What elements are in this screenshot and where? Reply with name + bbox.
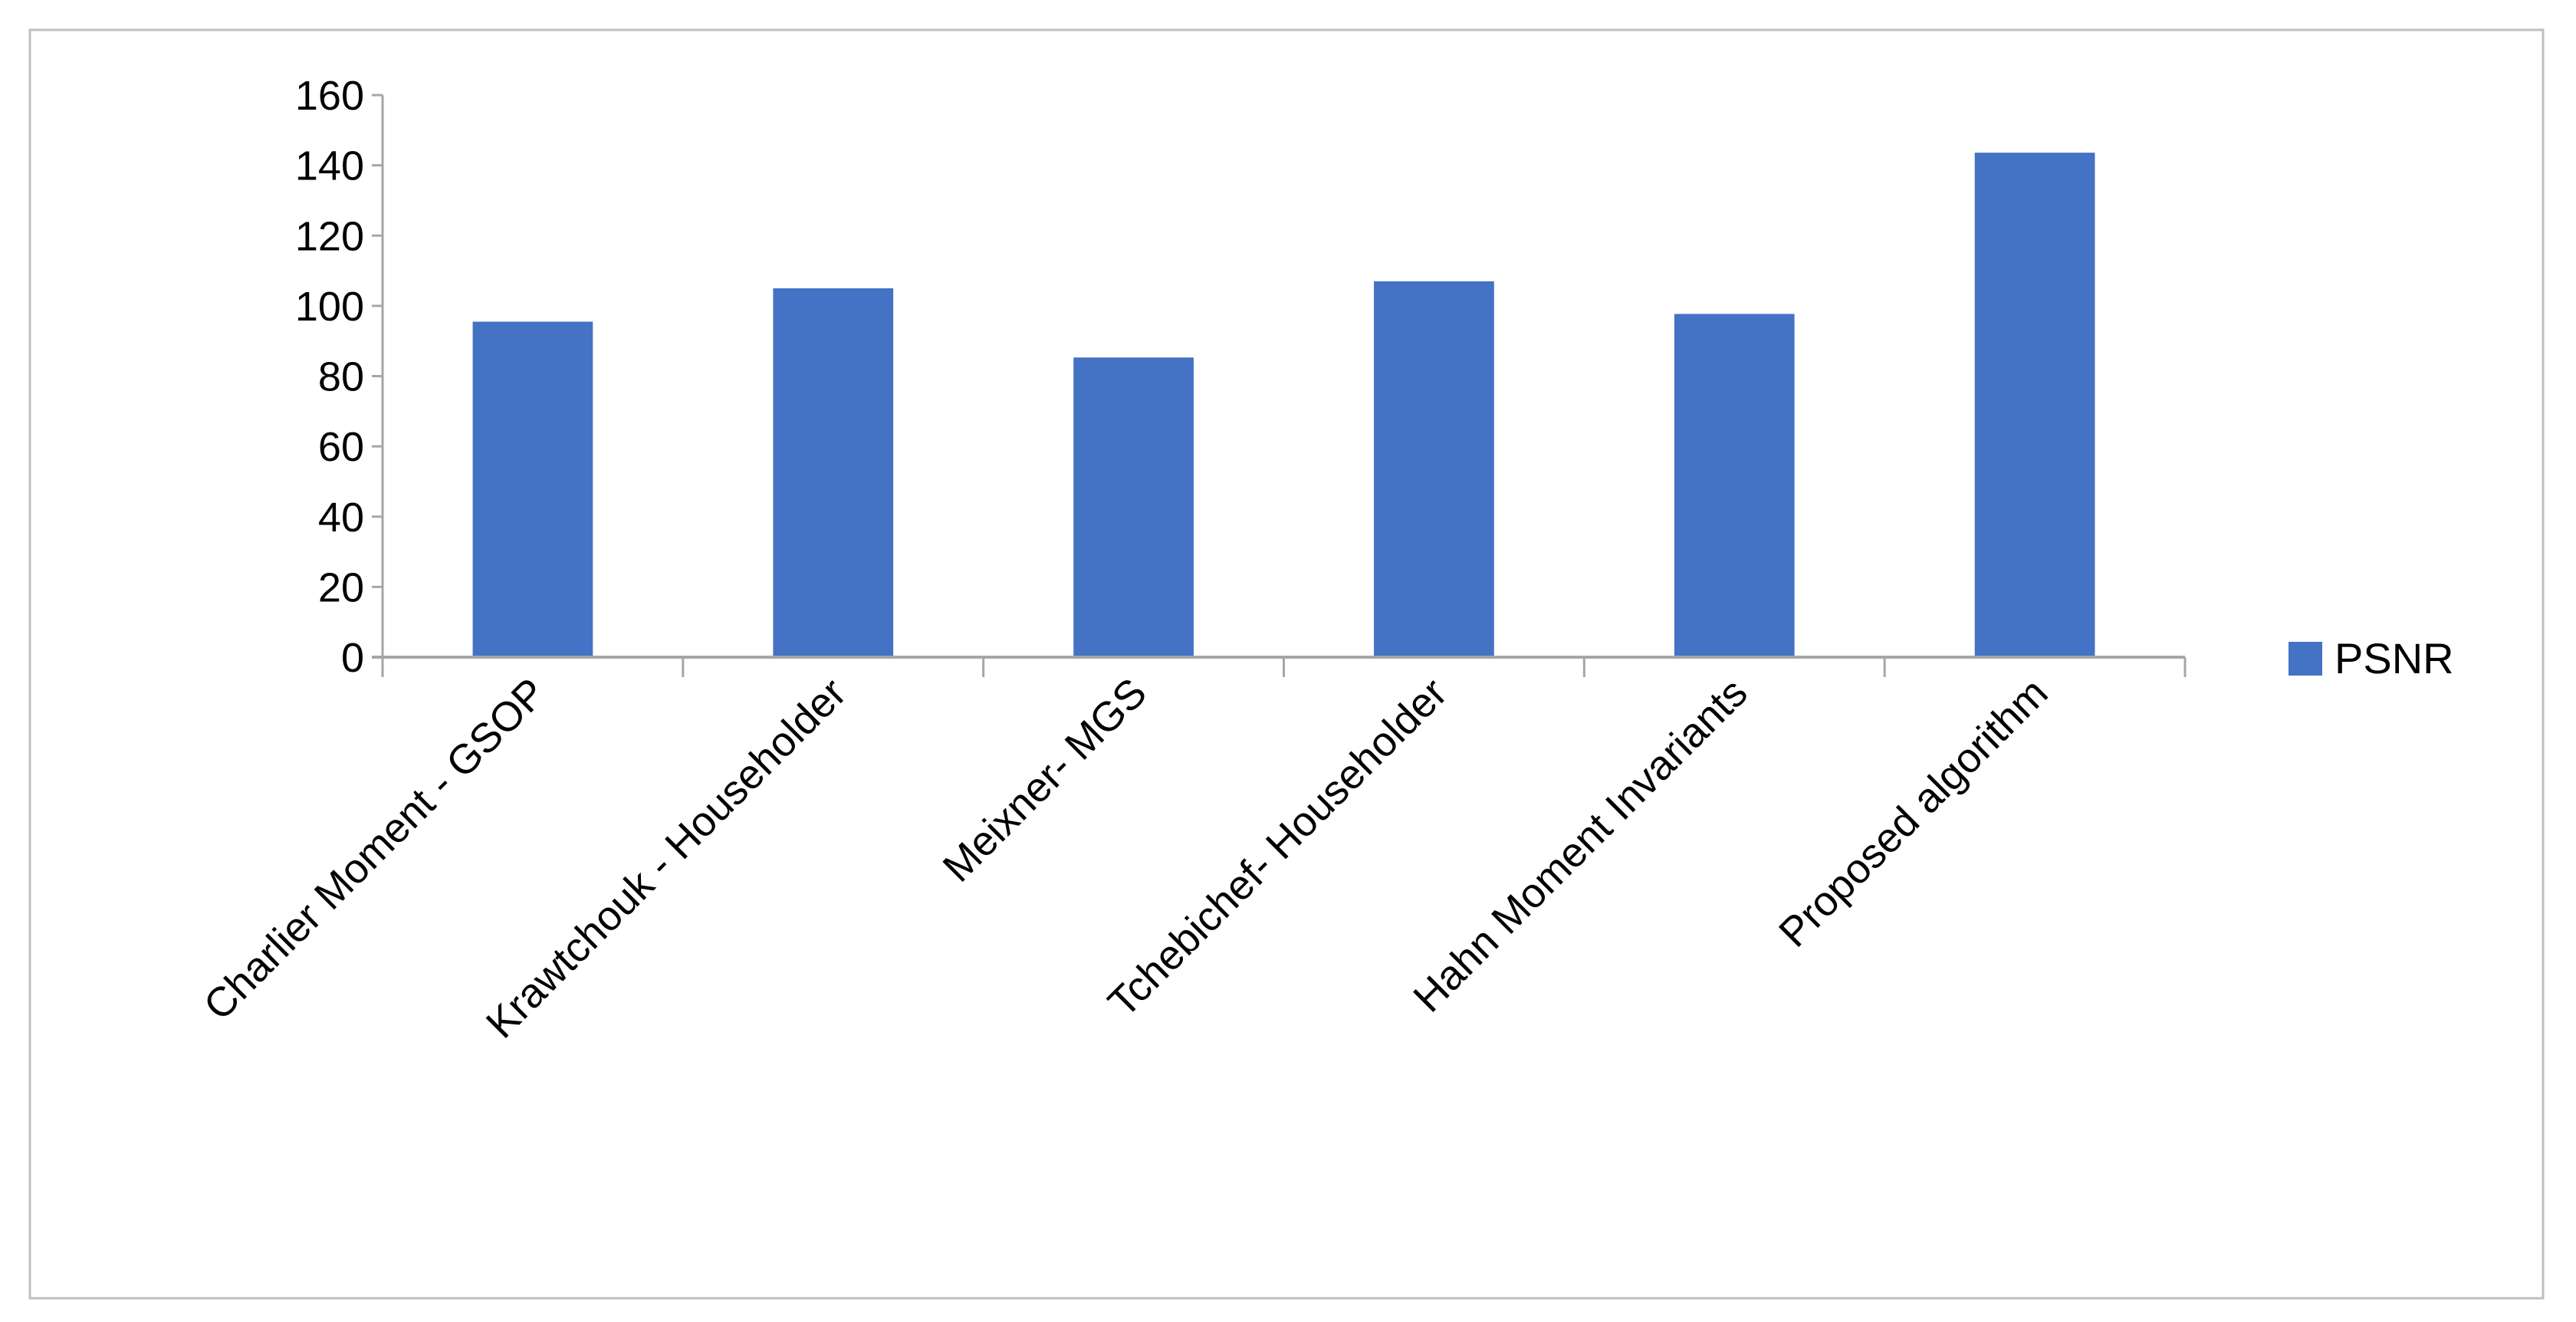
y-tick-label: 80: [318, 354, 364, 400]
y-tick-label: 100: [295, 284, 364, 330]
bar-0: [472, 321, 593, 657]
bar-5: [1974, 153, 2095, 657]
legend-swatch: [2288, 642, 2322, 676]
y-tick-label: 160: [295, 73, 364, 119]
y-tick-label: 140: [295, 143, 364, 189]
bar-1: [773, 288, 894, 657]
y-tick-label: 40: [318, 495, 364, 541]
legend-label: PSNR: [2334, 634, 2454, 682]
y-tick-label: 0: [341, 635, 364, 681]
y-tick-label: 20: [318, 564, 364, 610]
chart-border: [28, 28, 2545, 1300]
bar-4: [1674, 314, 1795, 657]
bar-2: [1073, 357, 1194, 657]
y-tick-label: 120: [295, 213, 364, 259]
bar-3: [1374, 281, 1494, 657]
y-tick-label: 60: [318, 424, 364, 470]
